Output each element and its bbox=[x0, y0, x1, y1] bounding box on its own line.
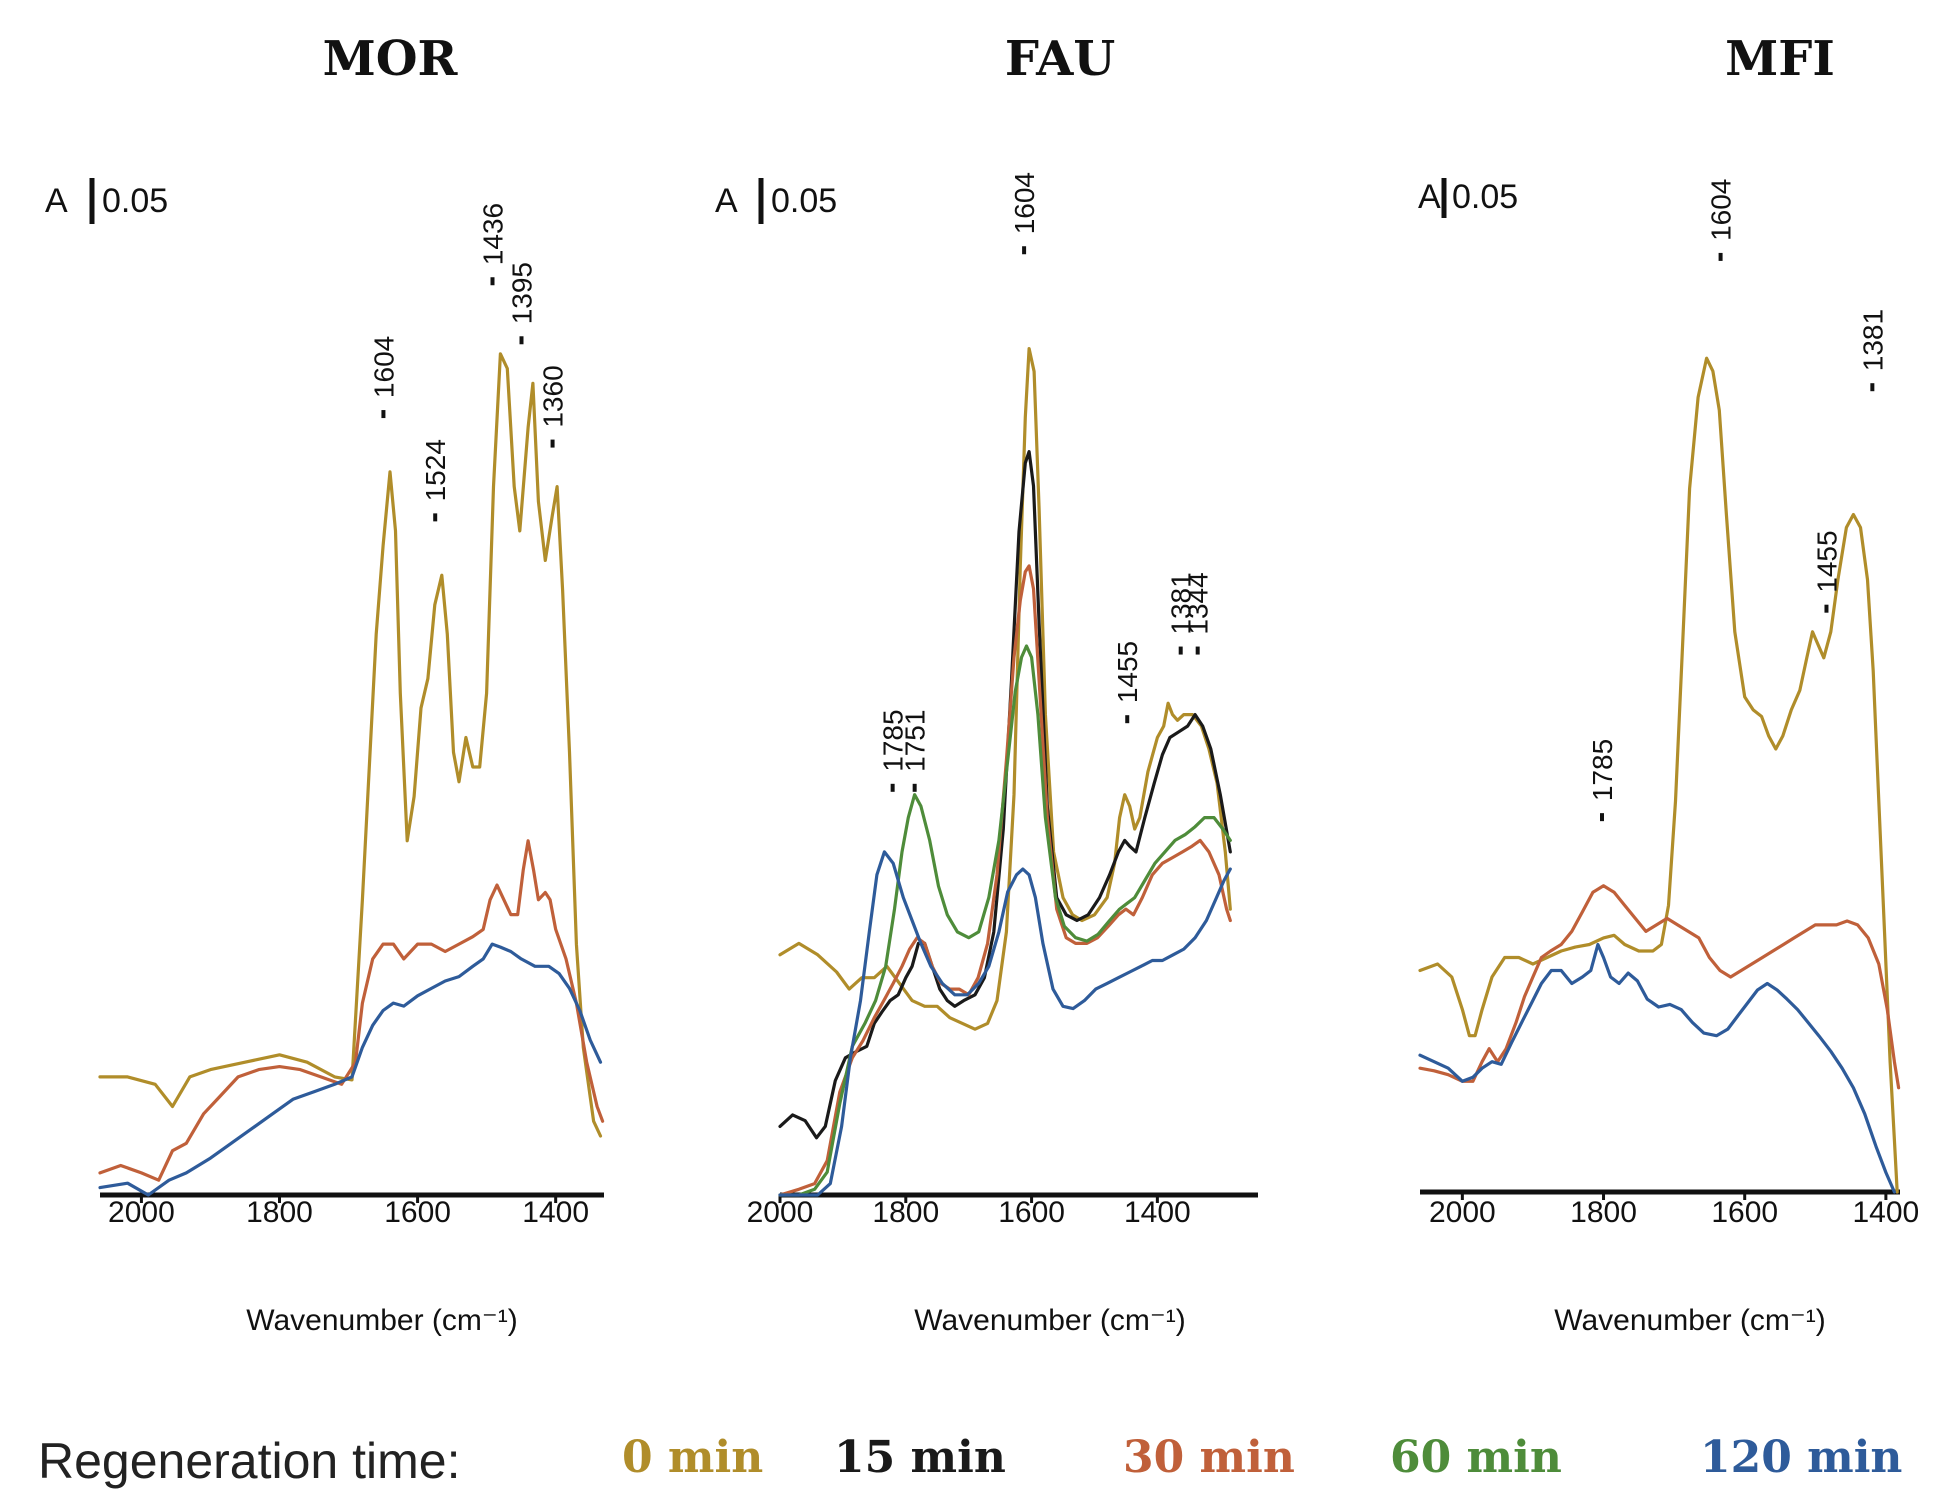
scale-bar-mor: A 0.05 bbox=[45, 178, 168, 224]
scale-bar-axis-label: A bbox=[715, 182, 738, 220]
x-tick-label: 1600 bbox=[998, 1196, 1065, 1229]
x-tick-label: 1800 bbox=[246, 1196, 313, 1229]
peak-label: 1436 bbox=[478, 203, 509, 265]
scale-bar-mfi: A 0.05 bbox=[1418, 178, 1518, 218]
x-axis-label-mfi: Wavenumber (cm⁻¹) bbox=[1554, 1304, 1825, 1337]
x-axis-label-fau: Wavenumber (cm⁻¹) bbox=[914, 1304, 1185, 1337]
x-tick-label: 1600 bbox=[1711, 1196, 1778, 1229]
peak-label: 1785 bbox=[878, 709, 909, 771]
series-line-15-min bbox=[778, 450, 1232, 1140]
peak-label: 1360 bbox=[538, 365, 569, 427]
x-tick-label: 1800 bbox=[872, 1196, 939, 1229]
legend: Regeneration time: 0 min 15 min 30 min 6… bbox=[38, 1432, 1902, 1489]
series-line-30-min bbox=[778, 564, 1232, 1197]
series-line-0-min bbox=[778, 347, 1232, 1031]
panel-title-fau: FAU bbox=[1005, 31, 1115, 87]
peak-label: 1395 bbox=[506, 262, 537, 324]
peak-label: 1344 bbox=[1183, 572, 1214, 634]
panel-title-mor: MOR bbox=[323, 31, 459, 87]
legend-item-30min: 30 min bbox=[1123, 1432, 1295, 1483]
scale-bar-value: 0.05 bbox=[102, 182, 168, 220]
x-tick-label: 1400 bbox=[1124, 1196, 1191, 1229]
x-tick-label: 2000 bbox=[108, 1196, 175, 1229]
peak-label: 1455 bbox=[1811, 530, 1842, 592]
peak-label: 1604 bbox=[1009, 172, 1040, 234]
peak-label: 1785 bbox=[1587, 739, 1618, 801]
legend-item-60min: 60 min bbox=[1390, 1432, 1562, 1483]
x-tick-label: 1600 bbox=[384, 1196, 451, 1229]
legend-item-0min: 0 min bbox=[622, 1432, 763, 1483]
series-line-60-min bbox=[778, 644, 1232, 1197]
peak-label: 1524 bbox=[420, 439, 451, 501]
peak-label: 1751 bbox=[900, 710, 931, 772]
panel-mfi: 2000 1800 1600 1400 1604 1785 1455 1381 bbox=[1418, 179, 1920, 1229]
peak-label: 1381 bbox=[1166, 572, 1197, 634]
x-tick-label: 1400 bbox=[522, 1196, 589, 1229]
legend-item-120min: 120 min bbox=[1700, 1432, 1902, 1483]
scale-bar-axis-label: A bbox=[45, 182, 68, 220]
series-line-120-min bbox=[98, 942, 603, 1197]
scale-bar-value: 0.05 bbox=[771, 182, 837, 220]
x-tick-label: 1400 bbox=[1853, 1196, 1920, 1229]
scale-bar-value: 0.05 bbox=[1452, 178, 1518, 216]
panel-title-mfi: MFI bbox=[1725, 31, 1835, 87]
series-line-120-min bbox=[1418, 942, 1896, 1194]
x-tick-label: 2000 bbox=[747, 1196, 814, 1229]
series-line-0-min bbox=[98, 352, 603, 1138]
legend-title: Regeneration time: bbox=[38, 1433, 460, 1489]
series-line-30-min bbox=[98, 839, 605, 1182]
x-tick-label: 1800 bbox=[1570, 1196, 1637, 1229]
series-line-0-min bbox=[1418, 356, 1899, 1194]
peak-label: 1455 bbox=[1112, 641, 1143, 703]
peak-label: 1604 bbox=[1706, 179, 1737, 241]
series-line-30-min bbox=[1418, 884, 1901, 1090]
scale-bar-fau: A 0.05 bbox=[715, 178, 837, 224]
scale-bar-axis-label: A bbox=[1418, 178, 1441, 216]
series-line-120-min bbox=[778, 850, 1232, 1197]
peak-label: 1604 bbox=[368, 336, 399, 398]
x-axis-label-mor: Wavenumber (cm⁻¹) bbox=[246, 1304, 517, 1337]
peak-label: 1381 bbox=[1857, 309, 1888, 371]
x-tick-label: 2000 bbox=[1429, 1196, 1496, 1229]
legend-item-15min: 15 min bbox=[834, 1432, 1006, 1483]
